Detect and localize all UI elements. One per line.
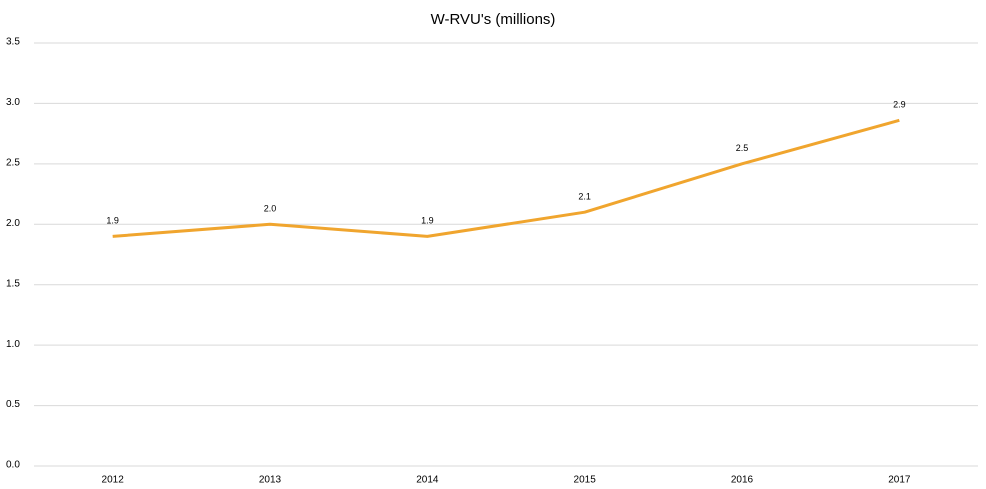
y-tick-label: 1.0 — [6, 339, 20, 350]
line — [112, 118, 900, 238]
x-tick-label: 2015 — [574, 475, 597, 486]
y-tick-label: 3.5 — [6, 37, 20, 48]
y-tick-label: 2.5 — [6, 157, 20, 168]
y-tick-label: 0.0 — [6, 460, 20, 471]
y-tick-label: 2.0 — [6, 218, 20, 229]
x-tick-label: 2017 — [888, 475, 911, 486]
data-label: 2.0 — [264, 204, 277, 214]
chart-title: W-RVU's (millions) — [431, 11, 556, 28]
x-tick-label: 2016 — [731, 475, 754, 486]
data-label: 1.9 — [421, 216, 434, 226]
data-label: 2.9 — [893, 100, 906, 110]
x-tick-label: 2012 — [102, 475, 125, 486]
x-tick-label: 2014 — [416, 475, 439, 486]
y-tick-label: 1.5 — [6, 278, 20, 289]
data-label: 2.5 — [736, 143, 749, 153]
data-label: 1.9 — [106, 216, 119, 226]
x-tick-label: 2013 — [259, 475, 282, 486]
y-tick-label: 0.5 — [6, 399, 20, 410]
y-tick-label: 3.0 — [6, 97, 20, 108]
data-label: 2.1 — [578, 192, 591, 202]
